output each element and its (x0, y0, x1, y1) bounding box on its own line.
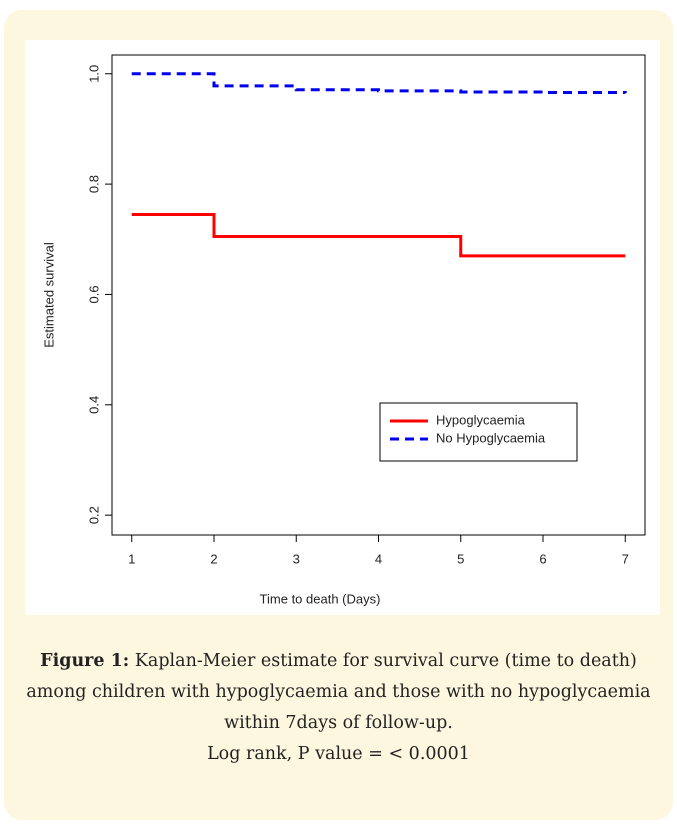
caption-body: Figure 1: Kaplan-Meier estimate for surv… (14, 646, 663, 739)
y-tick-label: 1.0 (86, 65, 101, 83)
x-tick-label: 2 (210, 551, 217, 566)
chart-panel (25, 40, 660, 615)
x-tick-label: 5 (457, 551, 464, 566)
plot-frame (111, 54, 646, 536)
x-tick-label: 4 (375, 551, 382, 566)
y-tick-label: 0.8 (86, 175, 101, 193)
x-tick-label: 3 (293, 551, 300, 566)
x-tick-label: 7 (622, 551, 629, 566)
survival-curve (131, 72, 627, 95)
legend-box (379, 402, 578, 462)
legend-label: Hypoglycaemia (436, 412, 526, 427)
caption-label: Figure 1: (40, 651, 130, 671)
survival-curve (131, 212, 626, 258)
x-tick-label: 1 (128, 551, 135, 566)
y-tick-label: 0.2 (86, 506, 101, 524)
x-axis-label: Time to death (Days) (260, 591, 381, 606)
y-tick-label: 0.6 (86, 285, 101, 303)
legend-label: No Hypoglycaemia (436, 430, 546, 445)
caption: Figure 1: Kaplan-Meier estimate for surv… (14, 646, 663, 770)
y-axis-label: Estimated survival (41, 242, 56, 348)
caption-text: Kaplan-Meier estimate for survival curve… (26, 651, 651, 733)
y-tick-label: 0.4 (86, 396, 101, 414)
caption-note: Log rank, P value = < 0.0001 (207, 744, 470, 764)
x-tick-label: 6 (539, 551, 546, 566)
